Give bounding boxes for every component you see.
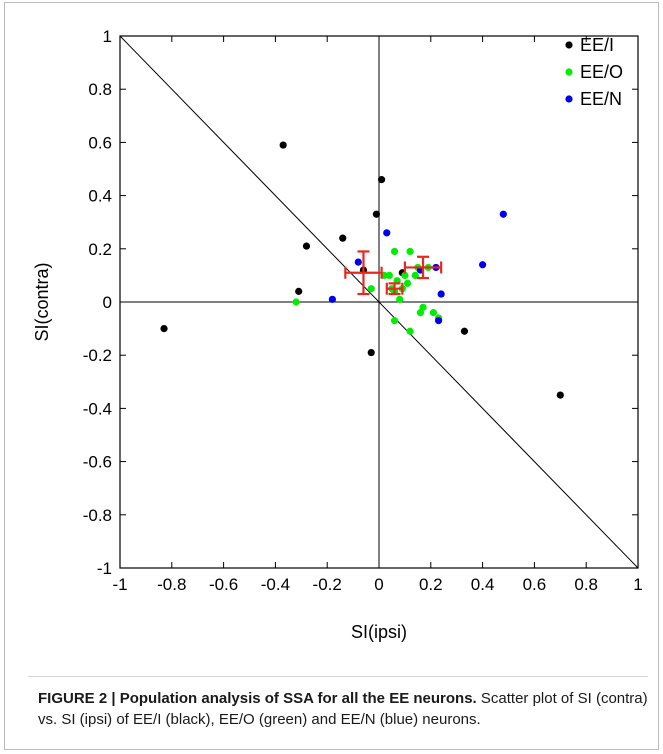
data-point [429,309,437,317]
legend: EE/I EE/O EE/N [565,35,623,109]
x-tick-label: 0 [374,575,383,594]
x-tick-label: 0.2 [419,575,443,594]
figure-frame [4,2,659,750]
data-point [372,210,381,218]
x-tick-label: 1 [633,575,642,594]
data-point [383,229,391,237]
legend-marker [565,68,573,76]
data-point [406,247,414,256]
data-point [339,234,347,242]
error-bars [344,250,443,296]
data-point [390,247,399,256]
reference-lines [119,35,639,569]
y-tick-label: 0.6 [88,133,112,152]
data-point [292,298,300,306]
data-point [401,271,409,279]
data-point [396,295,404,303]
legend-marker [565,95,573,103]
data-point [556,391,564,399]
caption-divider [28,676,648,677]
x-tick-label: -0.4 [261,575,290,594]
legend-label: EE/O [580,62,623,82]
data-point [295,287,303,295]
y-tick-label: -0.2 [83,346,112,365]
tick-labels: -1 -0.8 -0.6 -0.4 -0.2 0 0.2 0.4 0.6 0.8 1 1 0.8 0.6 0… [83,27,643,594]
data-point [403,279,412,287]
data-point [377,176,386,184]
y-tick-label: -0.4 [83,399,112,418]
data-point [385,271,393,279]
y-tick-label: 0.2 [88,240,112,259]
data-point [390,317,399,325]
data-point [367,348,375,357]
data-point [499,210,507,218]
x-tick-label: 0.8 [574,575,598,594]
data-point [460,327,469,335]
caption-text: Scatter plot of SI (contra) vs. SI (ipsi… [38,690,648,728]
x-tick-label: -0.2 [313,575,342,594]
y-tick-label: 0 [103,293,112,312]
x-tick-label: 0.4 [471,575,495,594]
legend-label: EE/I [580,35,614,55]
data-point [367,285,375,293]
x-tick-label: -1 [112,575,127,594]
data-point [328,295,336,303]
x-axis-label: SI(ipsi) [351,622,407,642]
data-points [160,141,564,399]
data-point [406,327,414,335]
data-point [279,141,287,149]
legend-marker [565,41,573,49]
scatter-chart: -1 -0.8 -0.6 -0.4 -0.2 0 0.2 0.4 0.6 0.8 1 1 0.8 0.6 0… [32,27,643,642]
data-point [354,258,362,266]
data-point [437,290,445,298]
y-tick-label: -0.8 [83,506,112,525]
data-point [302,242,311,250]
diagonal-unity-line [119,35,639,569]
caption-title: FIGURE 2 | Population analysis of SSA fo… [38,690,477,707]
x-tick-label: -0.8 [157,575,186,594]
data-point [160,325,168,333]
y-tick-label: 1 [103,27,112,46]
data-point [434,317,443,325]
x-tick-label: 0.6 [523,575,547,594]
y-tick-label: -0.6 [83,453,112,472]
x-tick-label: -0.6 [209,575,238,594]
y-tick-label: 0.8 [88,80,112,99]
data-point [419,303,427,311]
figure-caption: FIGURE 2 | Population analysis of SSA fo… [38,688,648,730]
y-axis-label: SI(contra) [32,262,52,341]
legend-label: EE/N [580,89,622,109]
y-tick-label: 0.4 [88,187,112,206]
data-point [416,309,425,317]
data-point [479,261,487,269]
y-tick-label: -1 [97,559,112,578]
